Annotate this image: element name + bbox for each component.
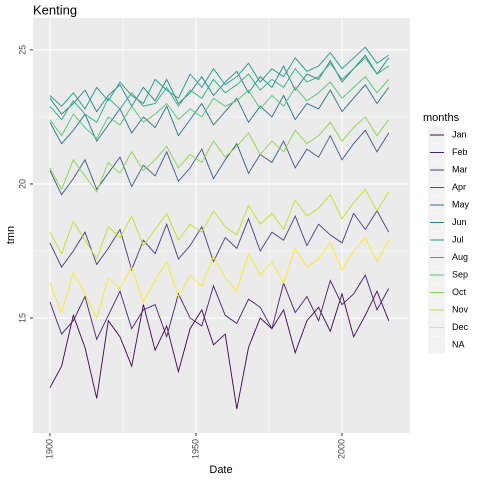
legend-label: Apr <box>452 182 466 192</box>
line-series <box>49 46 389 110</box>
line-series <box>49 57 389 123</box>
legend-title: months <box>423 112 460 124</box>
legend-label: Nov <box>452 304 469 314</box>
line-series <box>49 274 390 341</box>
legend-label: Jan <box>452 129 467 139</box>
line-series <box>49 290 390 410</box>
legend-label: Mar <box>452 164 468 174</box>
legend-label: Jul <box>452 234 464 244</box>
panel <box>33 18 410 433</box>
line-series <box>49 76 390 140</box>
x-tick-label: 1900 <box>44 439 54 459</box>
line-series <box>49 209 390 272</box>
legend-label: Feb <box>452 147 468 157</box>
line-series <box>49 236 390 320</box>
legend-label: Oct <box>452 287 467 297</box>
y-tick-label: 20 <box>17 179 27 189</box>
legend-label: NA <box>452 339 465 349</box>
line-series <box>49 116 390 193</box>
line-series <box>49 129 390 196</box>
line-series <box>49 188 390 261</box>
y-axis-label: tmn <box>5 226 17 244</box>
y-tick-label: 15 <box>17 313 27 323</box>
legend-label: May <box>452 199 470 209</box>
legend-label: Aug <box>452 252 468 262</box>
y-tick-label: 25 <box>17 45 27 55</box>
line-series <box>49 84 390 145</box>
legend-label: Dec <box>452 322 469 332</box>
x-axis-label: Date <box>209 464 232 476</box>
legend-label: Sep <box>452 269 468 279</box>
legend-key <box>428 336 445 354</box>
chart-title: Kenting <box>33 2 77 17</box>
x-tick-label: 1950 <box>190 439 200 459</box>
legend-label: Jun <box>452 217 467 227</box>
x-tick-label: 2000 <box>336 439 346 459</box>
